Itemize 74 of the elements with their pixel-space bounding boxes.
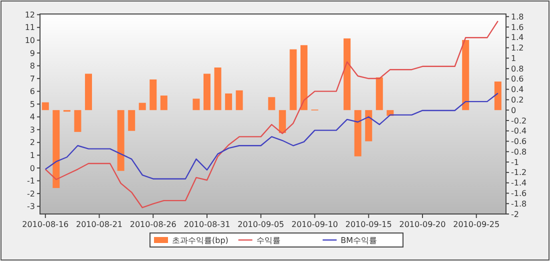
y2-tick-label: 1.4 [511,33,524,42]
y2-tick-label: 0.8 [511,64,524,74]
y-tick-label: 2 [30,138,35,148]
y-tick-label: 12 [24,10,35,20]
y-tick-label: 3 [30,125,35,134]
y-tick-label: 4 [30,112,35,122]
x-tick-label: 2010-08-16 [22,220,69,229]
x-tick-label: 2010-09-25 [453,220,500,229]
legend-label: 초과수익률(bp) [172,236,228,245]
y-tick-label: -3 [27,202,35,212]
bar [160,96,168,110]
bar [268,97,276,110]
bar [290,49,297,110]
y-tick-label: 11 [24,23,35,32]
legend-label: 수익률 [256,236,280,245]
y2-tick-label: 1 [511,54,516,63]
y2-tick-label: 0 [511,106,516,115]
y-tick-label: 6 [30,87,35,96]
y-tick-label: 8 [30,62,35,71]
y2-tick-label: 0.6 [511,74,524,84]
bar [376,77,383,110]
x-tick-label: 2010-08-31 [184,220,230,229]
y2-tick-label: 1.2 [511,44,524,53]
bar [150,79,157,110]
x-tick-label: 2010-09-20 [399,220,446,229]
bar [462,40,470,110]
bar [52,110,60,188]
y-tick-label: 0 [30,164,35,173]
x-tick-label: 2010-09-10 [292,220,338,229]
y-tick-label: 9 [30,48,35,58]
y-tick-label: -2 [27,189,35,198]
bar [204,74,211,110]
bar [344,38,351,110]
line-series [44,20,499,208]
line-series [44,92,499,180]
y2-tick-label: -0.6 [511,137,527,146]
y-tick-label: 7 [30,74,35,84]
y2-tick-label: -1 [511,158,519,167]
y2-tick-label: -2 [511,210,519,219]
bar [128,110,136,131]
legend-label: BM수익률 [340,236,378,245]
y2-tick-label: -1.2 [511,168,527,178]
bar [365,110,372,142]
bar [300,45,308,110]
bar [278,110,286,133]
y-tick-label: 1 [30,151,35,160]
y2-tick-label: -0.4 [511,126,527,136]
y2-tick-label: 0.4 [511,85,524,94]
bar [138,102,146,110]
y2-tick-label: -1.4 [511,178,527,188]
y2-tick-label: -1.6 [511,189,527,198]
bar [214,68,222,110]
x-tick-label: 2010-08-21 [76,220,123,229]
bar [494,82,502,110]
bar [42,102,49,110]
y2-tick-label: -0.2 [511,116,527,126]
y-tick-label: 5 [30,100,35,109]
bar [74,110,82,132]
bar [225,93,232,110]
x-tick-label: 2010-09-15 [345,220,392,229]
y-tick-label: -1 [27,176,35,186]
y2-tick-label: -0.8 [511,147,527,156]
x-tick-label: 2010-08-26 [130,220,176,229]
y2-tick-label: 0.2 [511,96,524,105]
bar [84,74,92,110]
y2-tick-label: -1.8 [511,199,527,208]
bar [117,110,124,171]
y-tick-label: 10 [24,36,35,45]
bar [354,110,362,156]
bar [192,98,200,110]
bar [236,90,243,110]
y2-tick-label: 1.8 [511,12,524,22]
x-tick-label: 2010-09-05 [238,220,284,229]
y2-tick-label: 1.6 [511,22,524,32]
